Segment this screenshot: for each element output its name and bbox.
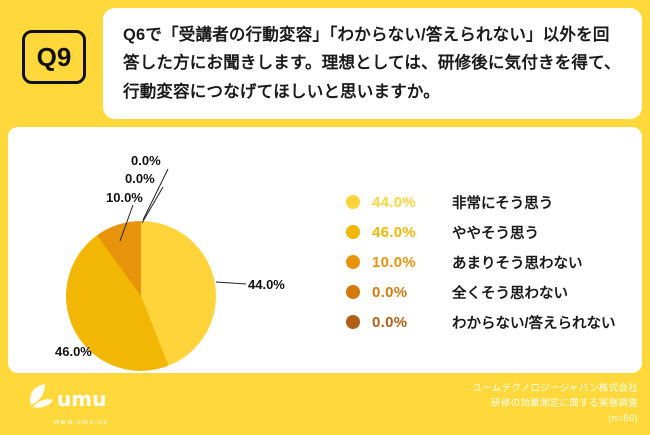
credit-company: ユームテクノロジージャパン株式会社: [472, 383, 638, 394]
legend-color-dot: [346, 315, 360, 329]
umu-logo-mark: umu: [30, 384, 106, 411]
legend-percent: 0.0%: [372, 313, 408, 331]
legend-label: 非常にそう思う: [452, 195, 554, 212]
legend-color-dot: [346, 225, 360, 239]
legend-percent: 44.0%: [372, 193, 417, 211]
question-number-text: Q9: [36, 41, 72, 72]
pie-label-44pct: 44.0%: [248, 277, 285, 292]
credit-survey: 研修の効果測定に関する実態調査: [490, 398, 638, 410]
pie-label-zero-2: 0.0%: [125, 171, 155, 186]
legend-item: 44.0% 非常にそう思う: [346, 187, 616, 217]
legend-color-dot: [346, 285, 360, 299]
legend-color-dot: [346, 255, 360, 269]
chart-card: 0.0% 0.0% 10.0% 44.0% 46.0% 44.0% 非常にそう思…: [8, 127, 642, 373]
legend-item: 0.0% わからない/答えられない: [346, 307, 616, 337]
question-text: Q6で「受講者の行動変容」「わからない/答えられない」以外を回答した方にお聞きし…: [123, 26, 621, 101]
legend-percent: 0.0%: [372, 283, 408, 301]
footer-credits: ユームテクノロジージャパン株式会社 研修の効果測定に関する実態調査 (n=50): [472, 381, 638, 427]
legend-item: 46.0% ややそう思う: [346, 217, 616, 247]
umu-logo-url: www.umu.co: [54, 419, 109, 426]
pie-label-zero-1: 0.0%: [131, 153, 161, 168]
legend-label: 全くそう思わない: [452, 285, 568, 302]
legend-label: あまりそう思わない: [452, 255, 583, 272]
legend-item: 10.0% あまりそう思わない: [346, 247, 616, 277]
question-text-box: Q6で「受講者の行動変容」「わからない/答えられない」以外を回答した方にお聞きし…: [103, 8, 642, 120]
legend-item: 0.0% 全くそう思わない: [346, 277, 616, 307]
legend-color-dot: [346, 195, 360, 209]
legend-label: ややそう思う: [452, 225, 539, 242]
pie-chart: [66, 221, 216, 371]
umu-logo: umu www.umu.co: [24, 383, 134, 426]
chart-legend: 44.0% 非常にそう思う 46.0% ややそう思う 10.0% あまりそう思わ…: [346, 187, 616, 337]
pie-label-10pct: 10.0%: [106, 190, 143, 205]
pie-label-46pct: 46.0%: [55, 344, 92, 359]
question-number-badge: Q9: [22, 30, 86, 84]
credit-sample-size: (n=50): [608, 413, 638, 425]
legend-percent: 46.0%: [372, 223, 417, 241]
legend-label: わからない/答えられない: [452, 315, 616, 332]
umu-logo-text: umu: [57, 387, 106, 411]
legend-percent: 10.0%: [372, 253, 417, 271]
